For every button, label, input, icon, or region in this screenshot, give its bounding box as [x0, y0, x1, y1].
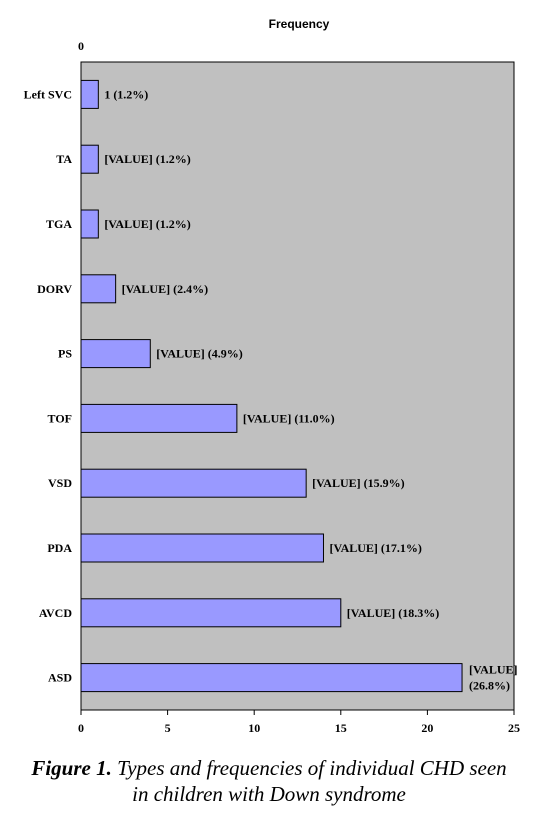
category-label: DORV [37, 282, 72, 296]
bar-pda [80, 533, 324, 563]
x-tick-label: 20 [421, 721, 433, 735]
caption-line1: Types and frequencies of individual CHD … [117, 756, 507, 780]
data-label: [VALUE] (18.3%) [347, 606, 439, 620]
bar-ta [80, 144, 99, 174]
data-label: 1 (1.2%) [104, 87, 148, 101]
bar-ps [80, 339, 151, 369]
caption-label: Figure 1. [31, 756, 112, 780]
category-label: AVCD [39, 606, 72, 620]
data-labels: 1 (1.2%) [VALUE] (1.2%) [VALUE] (1.2%) [VAL… [104, 87, 517, 692]
caption-line2: in children with Down syndrome [132, 782, 406, 806]
chart-title: Frequency [269, 17, 330, 31]
bar-tof [80, 403, 238, 433]
category-label: TA [56, 152, 72, 166]
category-labels: Left SVC TA TGA DORV PS TOF VSD PDA AVCD ASD [24, 87, 73, 684]
x-tick-label: 10 [248, 721, 260, 735]
data-label: (26.8%) [469, 679, 510, 693]
bars [80, 79, 463, 693]
category-label: Left SVC [24, 87, 72, 101]
category-label: TOF [48, 411, 72, 425]
x-tick-label: 25 [508, 721, 520, 735]
category-label: PS [58, 347, 72, 361]
bar-vsd [80, 468, 307, 498]
figure-caption: Figure 1. Types and frequencies of indiv… [0, 755, 538, 807]
bar-left-svc [80, 79, 99, 109]
data-label: [VALUE] (15.9%) [312, 476, 404, 490]
x-tick-label: 15 [335, 721, 347, 735]
bar-avcd [80, 598, 342, 628]
bar-tga [80, 209, 99, 239]
data-label: [VALUE] (2.4%) [122, 282, 208, 296]
category-label: TGA [46, 217, 72, 231]
x-tick-label: 5 [165, 721, 171, 735]
top-axis-tick-label: 0 [78, 39, 84, 53]
x-axis: 0 5 10 15 20 25 [78, 710, 520, 735]
category-label: PDA [47, 541, 72, 555]
data-label: [VALUE] (1.2%) [104, 152, 190, 166]
data-label: [VALUE] (17.1%) [329, 541, 421, 555]
bar-chart: Frequency 0 Left SVC TA TGA DORV PS TOF VSD PDA… [24, 17, 520, 735]
data-label: [VALUE] (1.2%) [104, 217, 190, 231]
category-label: ASD [48, 671, 72, 685]
data-label: [VALUE] (4.9%) [156, 347, 242, 361]
bar-dorv [80, 274, 117, 304]
bar-asd [80, 663, 463, 693]
data-label: [VALUE] (11.0%) [243, 411, 335, 425]
category-label: VSD [48, 476, 72, 490]
data-label: [VALUE] [469, 663, 517, 677]
x-tick-label: 0 [78, 721, 84, 735]
